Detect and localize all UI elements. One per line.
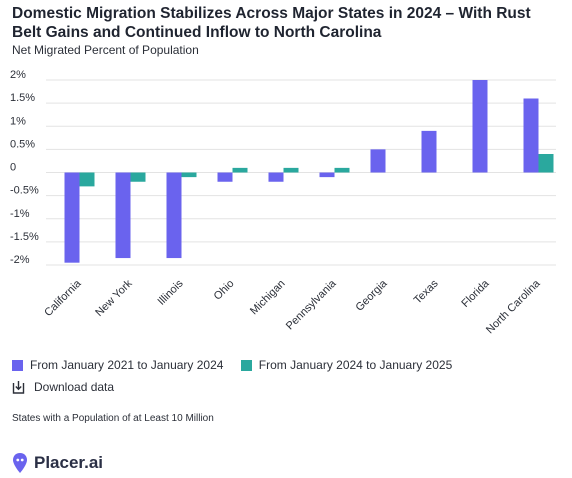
bar-series-b-michigan[interactable] bbox=[283, 167, 299, 173]
x-category-label: California bbox=[42, 277, 84, 319]
bar-series-b-california[interactable] bbox=[79, 172, 95, 187]
bar-series-a-pennsylvania[interactable] bbox=[319, 172, 335, 178]
grid-layer bbox=[46, 79, 556, 266]
bar-series-a-california[interactable] bbox=[64, 172, 80, 263]
map-pin-logo-icon bbox=[13, 453, 27, 473]
x-category-label: North Carolina bbox=[484, 277, 543, 336]
x-category-label: Texas bbox=[412, 277, 441, 306]
legend-label-series-a: From January 2021 to January 2024 bbox=[30, 358, 224, 372]
legend-swatch-series-a bbox=[12, 359, 23, 371]
brand-name: Placer.ai bbox=[34, 453, 104, 472]
y-tick-label: -1.5% bbox=[10, 231, 39, 243]
x-category-label: Georgia bbox=[353, 277, 390, 314]
bars bbox=[64, 80, 554, 263]
y-tick-label: -0.5% bbox=[10, 185, 39, 197]
download-data-label: Download data bbox=[34, 380, 115, 394]
y-tick-label: 0.5% bbox=[10, 138, 35, 150]
legend: From January 2021 to January 2024 From J… bbox=[12, 358, 466, 374]
x-category-label: Florida bbox=[459, 277, 492, 310]
footnote: States with a Population of at Least 10 … bbox=[12, 413, 214, 424]
bar-series-a-texas[interactable] bbox=[421, 130, 437, 173]
legend-item-series-a: From January 2021 to January 2024 bbox=[12, 358, 223, 372]
x-axis-categories: California New York Illinois Ohio MichiganPe… bbox=[42, 277, 543, 336]
bar-series-a-ohio[interactable] bbox=[217, 172, 233, 182]
bar-chart: 2% 1.5% 1% 0.5% 0 -0.5% -1% -1.5% -2% California… bbox=[10, 69, 556, 336]
download-data-button[interactable]: Download data bbox=[12, 380, 114, 394]
legend-label-series-b: From January 2024 to January 2025 bbox=[258, 358, 453, 372]
bar-series-a-new-york[interactable] bbox=[115, 172, 131, 259]
bar-series-a-florida[interactable] bbox=[472, 80, 488, 173]
bar-series-b-illinois[interactable] bbox=[181, 172, 197, 178]
y-tick-label: -1% bbox=[10, 208, 30, 220]
y-axis-ticks: 2% 1.5% 1% 0.5% 0 -0.5% -1% -1.5% -2% bbox=[10, 69, 39, 266]
chart-subtitle: Net Migrated Percent of Population bbox=[12, 43, 199, 57]
bar-series-a-georgia[interactable] bbox=[370, 149, 386, 173]
y-tick-label: 1% bbox=[10, 115, 26, 127]
legend-item-series-b: From January 2024 to January 2025 bbox=[240, 358, 453, 372]
legend-swatch-series-b bbox=[240, 359, 252, 371]
y-tick-label: -2% bbox=[10, 254, 30, 266]
x-category-label: Pennsylvania bbox=[284, 277, 339, 332]
x-category-label: Michigan bbox=[248, 278, 288, 318]
brand-logo: Placer.ai bbox=[12, 452, 103, 474]
bar-series-a-michigan[interactable] bbox=[268, 172, 284, 182]
x-category-label: Illinois bbox=[156, 277, 186, 307]
bar-series-a-illinois[interactable] bbox=[166, 172, 182, 259]
download-icon bbox=[12, 381, 25, 394]
bar-series-b-north-carolina[interactable] bbox=[538, 154, 554, 173]
y-tick-label: 0 bbox=[10, 162, 16, 174]
bar-series-b-new-york[interactable] bbox=[130, 172, 146, 182]
chart-title: Domestic Migration Stabilizes Across Maj… bbox=[12, 5, 531, 41]
bar-series-a-north-carolina[interactable] bbox=[523, 98, 539, 173]
bar-series-b-pennsylvania[interactable] bbox=[334, 167, 350, 173]
y-tick-label: 2% bbox=[10, 69, 26, 81]
x-category-label: Ohio bbox=[212, 278, 237, 303]
x-category-label: New York bbox=[93, 277, 135, 319]
bar-series-b-ohio[interactable] bbox=[232, 167, 248, 173]
y-tick-label: 1.5% bbox=[10, 92, 35, 104]
